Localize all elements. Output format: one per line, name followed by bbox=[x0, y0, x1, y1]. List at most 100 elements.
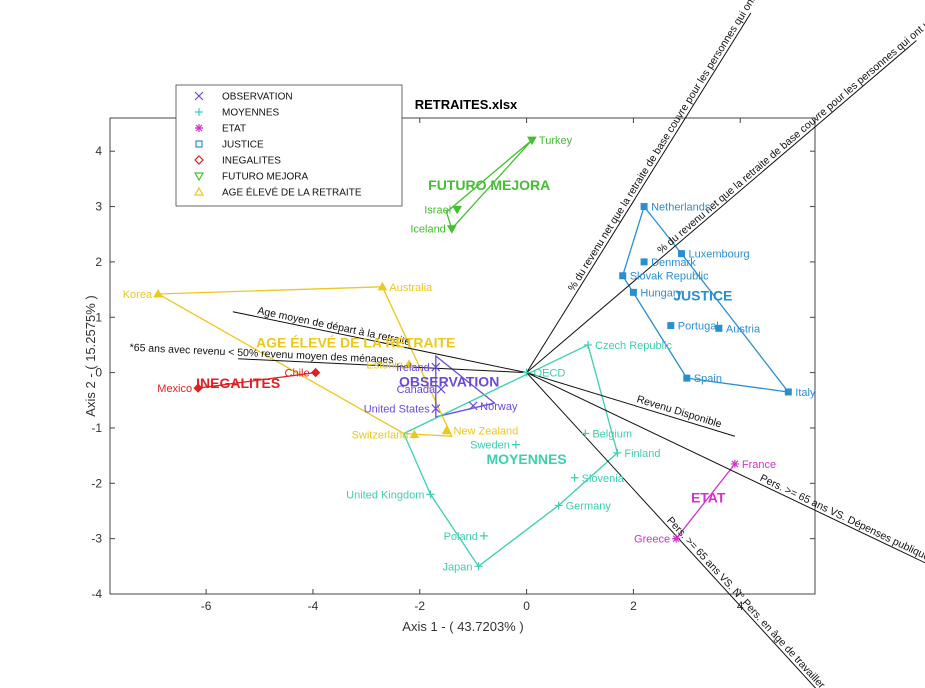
legend-label: JUSTICE bbox=[222, 140, 264, 151]
group-label: INEGALITES bbox=[196, 375, 280, 391]
x-tick-label: 2 bbox=[630, 599, 637, 613]
point-marker bbox=[667, 322, 675, 330]
legend-marker bbox=[193, 172, 205, 182]
y-tick-label: -4 bbox=[91, 587, 102, 601]
point-marker bbox=[446, 225, 457, 234]
point-label: Hungary bbox=[640, 287, 682, 299]
point-label: Switzerland bbox=[352, 430, 409, 442]
point-marker bbox=[677, 250, 685, 258]
y-tick-label: 1 bbox=[95, 310, 102, 324]
point-label: Sweden bbox=[470, 440, 510, 452]
x-tick-label: -2 bbox=[414, 599, 425, 613]
point-label: Spain bbox=[694, 373, 722, 385]
point-marker bbox=[441, 425, 452, 435]
point-marker bbox=[431, 404, 441, 414]
variable-vector bbox=[526, 372, 736, 437]
point-label: Australia bbox=[389, 282, 433, 294]
point-marker bbox=[426, 490, 435, 499]
point-marker bbox=[570, 473, 579, 482]
y-tick-label: -2 bbox=[91, 476, 102, 490]
point-marker bbox=[581, 429, 590, 438]
y-tick-label: 4 bbox=[95, 144, 102, 158]
point-label: Estonia bbox=[366, 359, 404, 371]
point-label: Slovenia bbox=[582, 473, 625, 485]
point-label: Portugal bbox=[678, 321, 719, 333]
hull-observation bbox=[435, 354, 496, 418]
variable-vector bbox=[232, 311, 527, 374]
x-tick-label: -4 bbox=[308, 599, 319, 613]
point-marker bbox=[522, 368, 531, 377]
point-marker bbox=[193, 383, 203, 393]
group-label: MOYENNES bbox=[487, 451, 567, 467]
point-label: Slovak Republic bbox=[630, 271, 709, 283]
point-label: Turkey bbox=[539, 135, 573, 147]
group-labels: JUSTICE FUTURO MEJORA AGE ÉLEVÉ DE LA RETR… bbox=[196, 177, 732, 506]
hull-futuro-mejora bbox=[445, 139, 533, 230]
point-marker bbox=[511, 440, 520, 449]
y-tick-label: 0 bbox=[95, 366, 102, 380]
hull-inegalites bbox=[198, 371, 316, 389]
group-label: FUTURO MEJORA bbox=[428, 177, 550, 193]
legend: OBSERVATION MOYENNES ETAT JUSTICE INEGALITE… bbox=[175, 84, 403, 207]
x-axis-label: Axis 1 - ( 43.7203% ) bbox=[402, 619, 523, 634]
point-label: Israel bbox=[424, 204, 451, 216]
point-marker bbox=[452, 205, 463, 215]
legend-marker bbox=[193, 186, 205, 196]
legend-label: FUTURO MEJORA bbox=[222, 172, 308, 183]
point-label: Ireland bbox=[396, 362, 430, 374]
legend-box bbox=[175, 84, 403, 207]
point-label: Austria bbox=[726, 323, 761, 335]
point-label: Italy bbox=[795, 387, 816, 399]
legend-marker bbox=[194, 91, 204, 101]
point-label: France bbox=[742, 459, 776, 471]
hull-age-lev-de-la-retraite bbox=[155, 286, 453, 438]
point-marker bbox=[640, 203, 648, 211]
point-label: Canada bbox=[397, 384, 436, 396]
group-label: JUSTICE bbox=[673, 288, 732, 304]
variable-vector bbox=[238, 358, 527, 374]
variable-vector bbox=[526, 40, 917, 373]
variable-vector bbox=[526, 12, 752, 373]
point-label: Japan bbox=[443, 561, 473, 573]
point-marker bbox=[436, 384, 446, 394]
y-tick-label: -3 bbox=[91, 532, 102, 546]
y-tick-label: 3 bbox=[95, 200, 102, 214]
variable-vector bbox=[526, 372, 925, 564]
group-label: AGE ÉLEVÉ DE LA RETRAITE bbox=[256, 335, 455, 351]
point-marker bbox=[784, 388, 792, 396]
point-label: Mexico bbox=[157, 383, 192, 395]
point-marker bbox=[640, 258, 648, 266]
point-marker bbox=[474, 562, 483, 571]
point-label: Iceland bbox=[410, 224, 445, 236]
point-marker bbox=[409, 429, 420, 439]
group-label: ETAT bbox=[691, 490, 726, 506]
point-label: Netherlands bbox=[651, 202, 711, 214]
legend-label: MOYENNES bbox=[222, 108, 280, 119]
point-label: Greece bbox=[634, 534, 670, 546]
point-marker bbox=[730, 459, 739, 468]
point-marker bbox=[431, 362, 441, 372]
point-marker bbox=[715, 324, 723, 332]
point-label: New Zealand bbox=[453, 426, 518, 438]
point-label: United States bbox=[364, 404, 431, 416]
y-tick-label: 2 bbox=[95, 255, 102, 269]
point-marker bbox=[613, 448, 622, 457]
point-label: Germany bbox=[566, 500, 612, 512]
point-marker bbox=[377, 281, 388, 291]
hull-etat bbox=[675, 463, 736, 540]
x-tick-label: -6 bbox=[201, 599, 212, 613]
group-label: OBSERVATION bbox=[399, 373, 499, 389]
legend-marker bbox=[195, 140, 203, 148]
point-marker bbox=[153, 289, 163, 298]
point-marker bbox=[468, 401, 478, 411]
legend-marker bbox=[195, 124, 203, 132]
point-label: Czech Republic bbox=[595, 340, 673, 352]
y-axis-label: Axis 2 - ( 15.2575% ) bbox=[83, 295, 98, 416]
point-label: Chile bbox=[285, 368, 310, 380]
point-label: Korea bbox=[123, 289, 153, 301]
legend-label: AGE ÉLEVÉ DE LA RETRAITE bbox=[222, 186, 362, 199]
point-marker bbox=[404, 359, 414, 368]
x-tick-label: 0 bbox=[523, 599, 530, 613]
point-marker bbox=[584, 340, 593, 349]
